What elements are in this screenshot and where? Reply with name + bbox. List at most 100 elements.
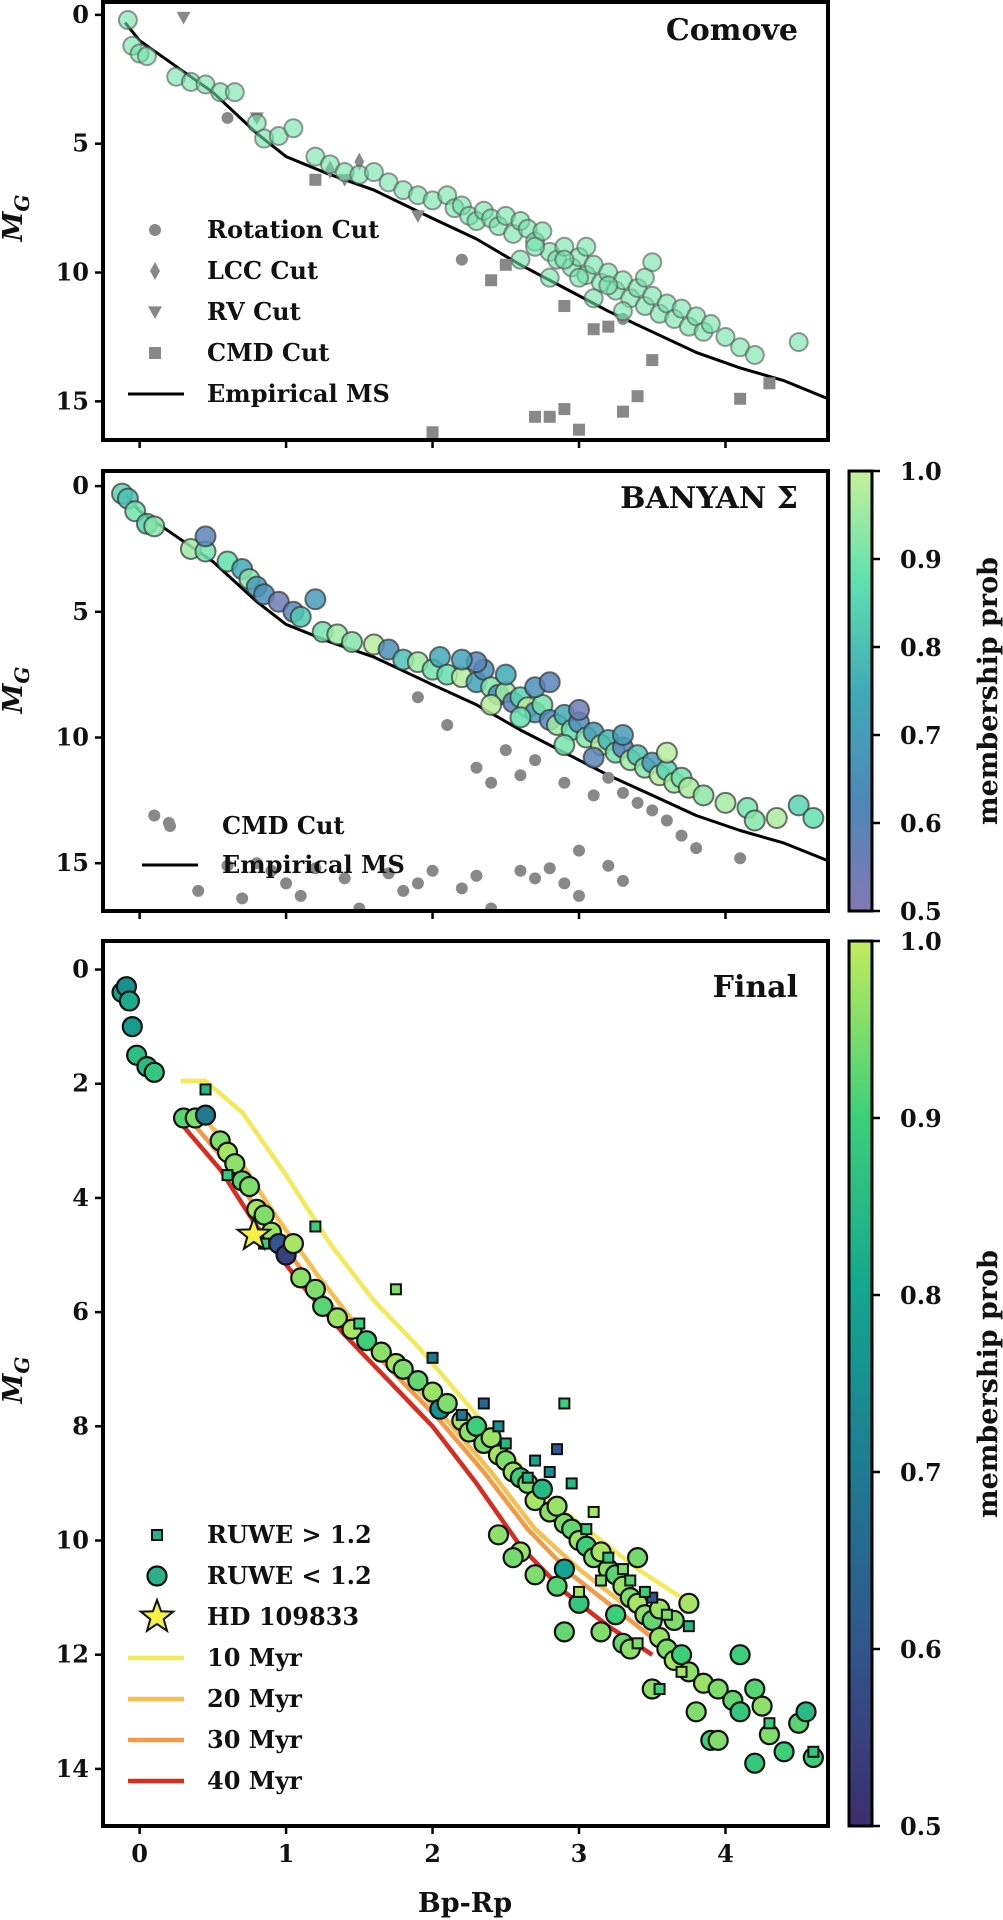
cmd-cut-point — [646, 804, 659, 817]
ruwe-low-point — [707, 1678, 729, 1700]
legend-label: Rotation Cut — [207, 215, 379, 244]
cmd-cut-point — [734, 852, 747, 865]
legend-label: RUWE < 1.2 — [207, 1561, 372, 1590]
member-point — [568, 698, 591, 721]
cmd-cut-point — [631, 796, 644, 809]
member-point — [538, 671, 561, 694]
cmd-cut-point — [485, 776, 498, 789]
ruwe-low-point — [707, 1729, 729, 1751]
cmd-cut-point — [602, 859, 615, 872]
member-point — [340, 630, 363, 653]
cmd-cut-point — [587, 323, 600, 336]
ruwe-low-point — [282, 1233, 305, 1255]
ruwe-high-point — [660, 1608, 673, 1621]
marks — [111, 482, 828, 911]
ruwe-high-point — [580, 1523, 593, 1536]
ruwe-high-point — [477, 1397, 490, 1410]
comove-y-axis-label: MG — [0, 195, 34, 243]
legend-label: 30 Myr — [207, 1725, 302, 1754]
final-frame — [101, 939, 830, 1828]
ruwe-low-point — [238, 1175, 261, 1198]
cmd-cut-point — [411, 691, 424, 704]
comove-plot-area: 0 5 10 15 — [56, 0, 828, 448]
legend-label: CMD Cut — [207, 338, 329, 367]
cmd-cut-point — [426, 426, 439, 439]
y-tick-label: 2 — [72, 1069, 89, 1098]
cmd-cut-point — [485, 274, 498, 287]
ruwe-low-point — [290, 1267, 312, 1289]
member-point — [450, 648, 473, 671]
y-tick-label: 12 — [56, 1640, 89, 1669]
ruwe-high-point — [631, 1637, 644, 1650]
x-tick-label: 1 — [278, 1839, 295, 1868]
legend-label: RV Cut — [207, 297, 301, 326]
banyan-plot-area: 0 5 10 15 — [56, 471, 828, 919]
member-point — [494, 663, 517, 686]
member-point — [554, 249, 575, 270]
ruwe-low-point — [407, 1370, 429, 1392]
marks — [117, 10, 828, 439]
colorbar-tick-label: 0.9 — [900, 545, 942, 574]
y-tick-label: 10 — [56, 1526, 89, 1555]
ruwe-high-point — [675, 1665, 688, 1678]
cmd-cut-point — [573, 889, 586, 902]
ruwe-high-point — [602, 1551, 615, 1564]
member-point — [117, 10, 138, 31]
ruwe-high-point — [616, 1563, 629, 1576]
cmd-cut-point — [250, 857, 263, 870]
colorbar-tick-label: 0.8 — [900, 1281, 942, 1310]
cmd-cut-point — [397, 884, 410, 897]
cmd-cut-point — [763, 377, 776, 390]
legend-label: HD 109833 — [207, 1602, 359, 1631]
ruwe-low-point — [751, 1695, 773, 1717]
legend-marker-lcc — [150, 261, 160, 281]
ruwe-high-point — [389, 1283, 402, 1296]
cmd-cut-point — [573, 844, 586, 857]
panel-banyan: 0 5 10 15 BANYAN Σ CMD Cut Empirical MS MG 0… — [0, 457, 1003, 926]
member-point — [194, 525, 217, 548]
ruwe-low-point — [356, 1330, 378, 1352]
ruwe-low-point — [773, 1741, 795, 1763]
ruwe-high-point — [594, 1574, 607, 1587]
ruwe-low-point — [553, 1558, 575, 1580]
rotation-cut-point — [455, 253, 468, 266]
cmd-cut-point — [148, 809, 161, 822]
cmd-cut-point — [236, 892, 249, 905]
member-point — [510, 249, 531, 270]
member-point — [553, 734, 576, 757]
ruwe-low-point — [143, 1061, 165, 1083]
cmd-cut-point — [660, 814, 673, 827]
legend-label: 40 Myr — [207, 1766, 302, 1795]
colorbar-tick-label: 0.5 — [900, 897, 942, 926]
cmd-cut-point — [411, 877, 424, 890]
banyan-legend: CMD Cut Empirical MS — [142, 811, 405, 879]
cmd-cut-point — [470, 869, 483, 882]
cmd-cut-point — [338, 872, 351, 885]
ruwe-high-point — [573, 1585, 586, 1598]
ruwe-high-point — [309, 1220, 322, 1233]
y-tick-label: 0 — [72, 0, 89, 29]
member-point — [582, 746, 605, 769]
member-point — [715, 326, 736, 347]
ruwe-low-point — [312, 1295, 334, 1318]
legend-label: LCC Cut — [207, 256, 318, 285]
cmd-cut-point — [309, 862, 322, 875]
y-tick-label: 0 — [72, 471, 89, 500]
cmd-cut-point — [543, 410, 556, 423]
cmd-cut-point — [382, 867, 395, 880]
legend-label: Empirical MS — [222, 850, 405, 879]
member-point — [743, 809, 766, 832]
y-tick-label: 15 — [56, 386, 89, 415]
final-legend: RUWE > 1.2 RUWE < 1.2 HD 109833 10 Myr 20 My… — [128, 1520, 372, 1795]
banyan-title: BANYAN Σ — [620, 481, 798, 516]
cmd-cut-point — [294, 889, 307, 902]
cmd-cut-point — [455, 882, 468, 895]
ruwe-low-point — [436, 1392, 458, 1415]
member-point — [612, 301, 633, 322]
isochrone-10-myr — [180, 1078, 683, 1600]
cmd-cut-point — [353, 902, 366, 911]
ruwe-high-point — [807, 1745, 820, 1758]
ruwe-low-point — [487, 1524, 510, 1546]
